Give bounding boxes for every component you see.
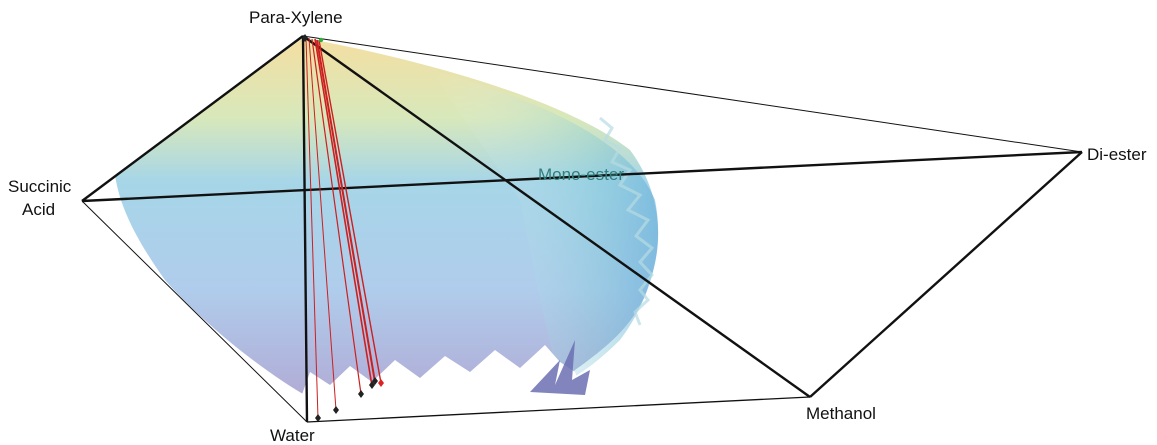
edge-paraxylene-methanol: [302, 35, 811, 398]
tie-line: [305, 37, 319, 419]
label-mono-ester: Mono-ester: [538, 165, 624, 184]
label-methanol: Methanol: [806, 404, 876, 423]
marker-diamond: [333, 406, 339, 414]
label-di-ester: Di-ester: [1087, 145, 1147, 164]
label-para-xylene: Para-Xylene: [249, 8, 343, 27]
tie-line-markers: [302, 34, 384, 422]
edge-diester-methanol: [809, 151, 1083, 398]
edge-water-methanol: [306, 396, 811, 423]
edge-succinic-diester: [81, 150, 1083, 203]
edge-succinic-water: [81, 200, 308, 423]
tie-line: [308, 37, 337, 411]
tie-line: [316, 39, 376, 383]
tie-line: [318, 39, 382, 384]
marker-diamond: [372, 377, 378, 385]
diagram-front-edges: [81, 35, 1083, 423]
label-water: Water: [270, 426, 315, 445]
vertex-labels: Para-Xylene Succinic Acid Di-ester Water…: [8, 8, 1147, 445]
marker-diamond: [315, 414, 321, 422]
edge-paraxylene-diester: [302, 35, 1083, 153]
label-succinic-acid-line1: Succinic: [8, 177, 72, 196]
marker-diamond: [302, 34, 308, 42]
marker-diamond-red: [378, 379, 384, 387]
marker-diamond: [358, 390, 364, 398]
tie-line: [311, 38, 362, 395]
label-succinic-acid-line2: Acid: [22, 200, 55, 219]
diagram-back-edges: [81, 35, 1083, 423]
tie-lines: [305, 37, 382, 419]
edge-paraxylene-water: [301, 35, 309, 423]
edge-paraxylene-succinic: [81, 35, 304, 202]
tie-line: [314, 38, 373, 387]
two-phase-surface: [115, 38, 659, 400]
marker-green: [318, 37, 324, 43]
